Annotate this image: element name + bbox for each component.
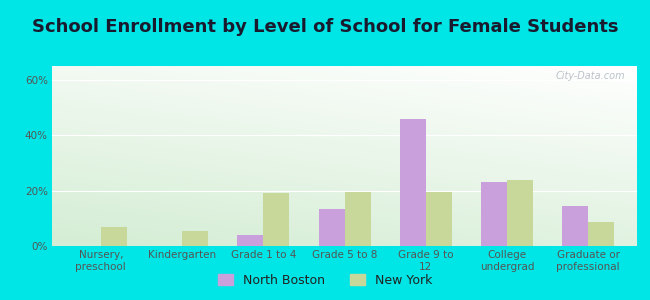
Legend: North Boston, New York: North Boston, New York: [214, 270, 436, 291]
Bar: [481, 182, 507, 246]
Bar: [101, 226, 127, 246]
Bar: [344, 192, 370, 246]
Bar: [182, 231, 208, 246]
Bar: [237, 235, 263, 246]
Bar: [400, 118, 426, 246]
Bar: [263, 194, 289, 246]
Bar: [318, 208, 344, 246]
Bar: [562, 206, 588, 246]
Text: School Enrollment by Level of School for Female Students: School Enrollment by Level of School for…: [32, 18, 618, 36]
Bar: [588, 223, 614, 246]
Text: City-Data.com: City-Data.com: [556, 71, 625, 81]
Bar: [507, 179, 533, 246]
Bar: [426, 192, 452, 246]
